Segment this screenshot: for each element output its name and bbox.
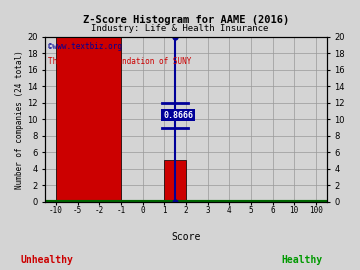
Y-axis label: Number of companies (24 total): Number of companies (24 total) xyxy=(15,50,24,189)
Bar xyxy=(164,160,186,202)
X-axis label: Score: Score xyxy=(171,231,201,241)
Text: The Research Foundation of SUNY: The Research Foundation of SUNY xyxy=(48,57,191,66)
Text: Healthy: Healthy xyxy=(282,255,323,265)
Text: ©www.textbiz.org: ©www.textbiz.org xyxy=(48,42,122,51)
Text: 0.8666: 0.8666 xyxy=(163,111,193,120)
Text: Industry: Life & Health Insurance: Industry: Life & Health Insurance xyxy=(91,24,269,33)
Bar xyxy=(56,37,121,202)
Text: Unhealthy: Unhealthy xyxy=(21,255,73,265)
Title: Z-Score Histogram for AAME (2016): Z-Score Histogram for AAME (2016) xyxy=(83,15,289,25)
